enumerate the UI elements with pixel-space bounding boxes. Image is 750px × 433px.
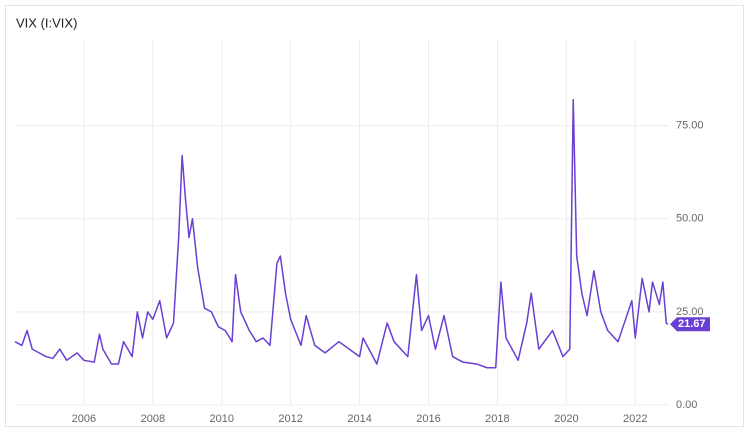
chart-title: VIX (I:VIX) — [16, 15, 77, 30]
x-tick-label: 2016 — [416, 413, 440, 425]
x-tick-label: 2022 — [623, 413, 647, 425]
last-value-label: 21.67 — [678, 318, 706, 330]
chart-frame — [5, 5, 744, 427]
x-tick-label: 2014 — [347, 413, 371, 425]
x-tick-label: 2008 — [141, 413, 165, 425]
x-tick-label: 2020 — [554, 413, 578, 425]
x-tick-label: 2012 — [278, 413, 302, 425]
x-tick-label: 2018 — [485, 413, 509, 425]
y-tick-label: 75.00 — [676, 120, 704, 132]
x-tick-label: 2006 — [72, 413, 96, 425]
y-tick-label: 25.00 — [676, 306, 704, 318]
y-tick-label: 0.00 — [676, 399, 697, 411]
last-value-tag — [670, 317, 710, 332]
y-tick-label: 50.00 — [676, 213, 704, 225]
vix-line — [14, 98, 669, 369]
x-tick-label: 2010 — [210, 413, 234, 425]
